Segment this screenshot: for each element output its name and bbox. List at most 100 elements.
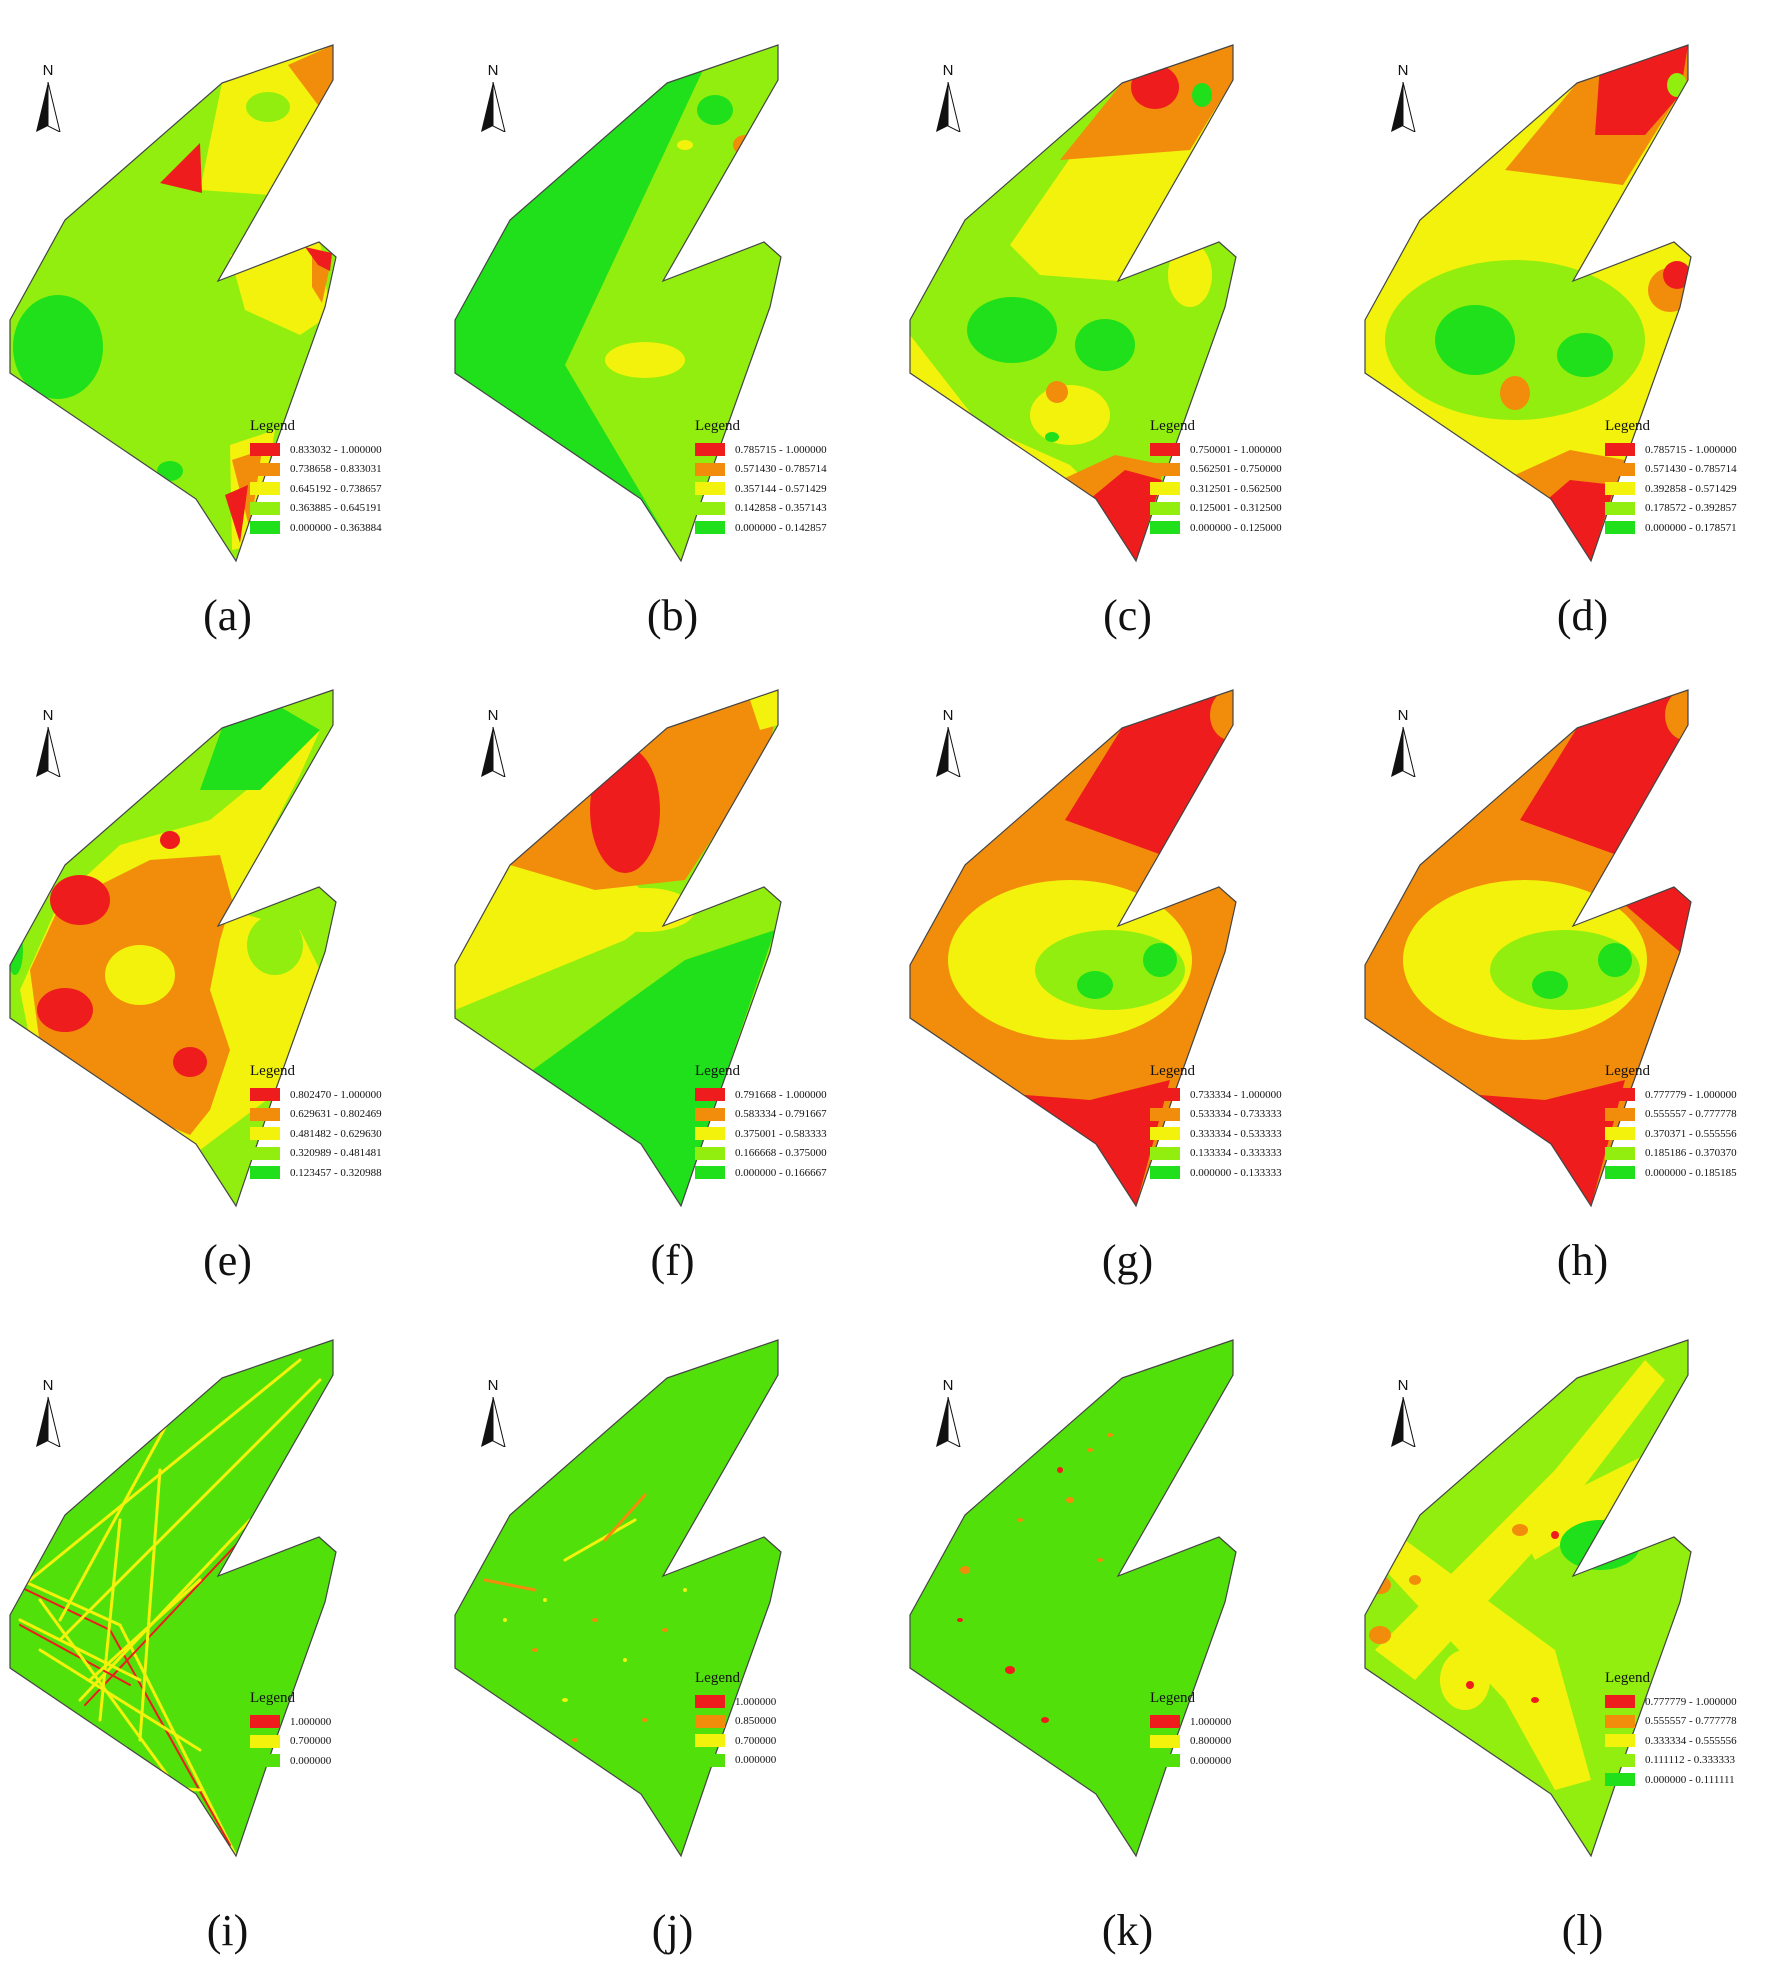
map-zone-orange	[1369, 1626, 1391, 1644]
panel-caption: (f)	[650, 1236, 695, 1285]
legend-swatch	[695, 1753, 725, 1767]
panel-caption: (b)	[646, 591, 699, 640]
legend-item: 0.800000	[1150, 1732, 1350, 1752]
legend-label: 0.629631 - 0.802469	[290, 1108, 382, 1121]
map-zone-red	[1057, 1467, 1063, 1473]
legend-label: 0.000000	[1190, 1754, 1232, 1767]
legend-label: 0.777779 - 1.000000	[1645, 1088, 1737, 1101]
legend-item: 0.000000 - 0.125000	[1150, 518, 1350, 538]
study-area-outline	[454, 44, 782, 563]
study-area-outline	[1364, 44, 1692, 563]
north-arrow-icon: N	[30, 62, 66, 132]
legend-swatch	[1150, 1146, 1180, 1160]
legend-item: 0.166668 - 0.375000	[695, 1144, 895, 1164]
legend-label: 0.481482 - 0.629630	[290, 1127, 382, 1140]
map-zone-red	[1535, 480, 1615, 561]
legend-label: 0.370371 - 0.555556	[1645, 1127, 1737, 1140]
legend-label: 0.791668 - 1.000000	[735, 1088, 827, 1101]
map-zone-green	[1192, 83, 1212, 107]
legend-item: 0.791668 - 1.000000	[695, 1085, 895, 1105]
map-i	[9, 1339, 337, 1858]
legend-swatch	[1605, 1146, 1635, 1160]
north-arrow-icon: N	[1385, 62, 1421, 132]
study-area-outline	[9, 1339, 337, 1858]
map-zone-green	[697, 95, 733, 125]
map-feature-line	[58, 1398, 182, 1622]
study-area-outline	[454, 689, 782, 1208]
legend-item: 0.333334 - 0.555556	[1605, 1731, 1770, 1751]
legend-swatch	[250, 443, 280, 457]
legend-item: 0.000000	[250, 1751, 450, 1771]
legend-item: 0.370371 - 0.555556	[1605, 1124, 1770, 1144]
map-zone-red	[1551, 1531, 1559, 1539]
legend-label: 1.000000	[735, 1695, 777, 1708]
map-zone-red	[37, 988, 93, 1032]
legend-item: 0.481482 - 0.629630	[250, 1124, 450, 1144]
legend-swatch	[250, 1127, 280, 1141]
legend-label: 0.375001 - 0.583333	[735, 1127, 827, 1140]
legend-swatch	[1150, 462, 1180, 476]
legend-label: 0.785715 - 1.000000	[735, 443, 827, 456]
map-zone-green	[1598, 943, 1632, 977]
map-d	[1364, 44, 1692, 563]
legend-swatch	[1150, 1088, 1180, 1102]
map-feature-line	[28, 1358, 302, 1582]
map-zone-red	[1663, 261, 1691, 289]
legend-label: 0.800000	[1190, 1735, 1232, 1748]
map-zone-red	[987, 1747, 993, 1753]
north-arrow-icon: N	[930, 707, 966, 777]
legend: Legend 0.785715 - 1.000000 0.571430 - 0.78…	[695, 418, 895, 538]
legend-swatch	[250, 1754, 280, 1768]
legend-swatch	[695, 1107, 725, 1121]
map-zone-yellow	[595, 888, 695, 932]
legend-swatch	[1605, 1695, 1635, 1709]
north-label: N	[487, 1377, 499, 1394]
map-zone-green	[967, 297, 1057, 363]
legend-item: 1.000000	[695, 1692, 895, 1712]
map-zone-red	[1625, 887, 1691, 952]
map-zone-lightgreen	[246, 92, 290, 122]
legend-item: 0.125001 - 0.312500	[1150, 499, 1350, 519]
north-arrow-icon: N	[930, 1377, 966, 1447]
legend-swatch	[250, 1734, 280, 1748]
map-zone-red	[173, 1047, 207, 1077]
map-zone-yellow	[1385, 1540, 1591, 1790]
study-area-outline	[9, 44, 337, 563]
map-zone-red	[225, 485, 248, 543]
legend-item: 1.000000	[1150, 1712, 1350, 1732]
map-zone-red	[1520, 690, 1688, 855]
map-zone-orange	[1107, 1433, 1113, 1437]
map-zone-green	[505, 930, 775, 1206]
map-zone-red	[745, 137, 757, 149]
legend-item: 0.000000 - 0.363884	[250, 518, 450, 538]
north-label: N	[1397, 1377, 1409, 1394]
map-zone-orange	[1066, 1497, 1074, 1503]
legend-item: 0.785715 - 1.000000	[695, 440, 895, 460]
map-zone-yellow	[683, 1588, 687, 1592]
north-label: N	[1397, 62, 1409, 79]
legend-swatch	[1150, 1166, 1180, 1180]
legend-label: 0.555557 - 0.777778	[1645, 1715, 1737, 1728]
map-zone-yellow	[623, 1658, 627, 1662]
legend-title: Legend	[695, 418, 740, 434]
legend-swatch	[1605, 1734, 1635, 1748]
legend-label: 0.733334 - 1.000000	[1190, 1088, 1282, 1101]
north-label: N	[487, 707, 499, 724]
legend-swatch	[250, 1146, 280, 1160]
map-zone-red	[1531, 1697, 1539, 1703]
study-area-outline	[454, 1339, 782, 1858]
legend-label: 0.125001 - 0.312500	[1190, 502, 1282, 515]
legend-item: 0.777779 - 1.000000	[1605, 1692, 1770, 1712]
legend-item: 0.777779 - 1.000000	[1605, 1085, 1770, 1105]
map-c	[909, 44, 1237, 563]
north-arrow-icon: N	[30, 707, 66, 777]
map-zone-green	[1075, 319, 1135, 371]
legend-item: 0.571430 - 0.785714	[1605, 460, 1770, 480]
legend-swatch	[250, 462, 280, 476]
legend-label: 0.178572 - 0.392857	[1645, 502, 1737, 515]
north-label: N	[487, 62, 499, 79]
legend-label: 0.333334 - 0.555556	[1645, 1734, 1737, 1747]
study-area-outline	[909, 1339, 1237, 1858]
legend-item: 0.178572 - 0.392857	[1605, 499, 1770, 519]
map-zone-orange	[592, 1618, 598, 1622]
